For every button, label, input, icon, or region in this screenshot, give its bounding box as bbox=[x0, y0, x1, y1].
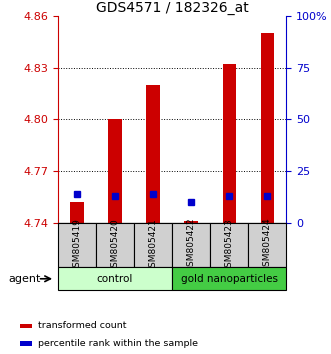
Bar bbox=[58, 223, 96, 267]
Bar bbox=[222, 64, 236, 223]
Bar bbox=[210, 223, 248, 267]
Text: transformed count: transformed count bbox=[38, 321, 126, 330]
Bar bbox=[172, 223, 210, 267]
Text: GSM805421: GSM805421 bbox=[149, 218, 158, 273]
Text: GSM805424: GSM805424 bbox=[263, 218, 272, 273]
Bar bbox=[260, 33, 274, 223]
Text: GSM805423: GSM805423 bbox=[225, 218, 234, 273]
Title: GDS4571 / 182326_at: GDS4571 / 182326_at bbox=[96, 1, 249, 15]
Bar bbox=[108, 120, 122, 223]
Text: agent: agent bbox=[9, 274, 41, 284]
Bar bbox=[70, 202, 84, 223]
Text: gold nanoparticles: gold nanoparticles bbox=[181, 274, 278, 284]
Bar bbox=[20, 341, 32, 346]
Bar bbox=[134, 223, 172, 267]
Bar bbox=[172, 267, 286, 290]
Bar bbox=[248, 223, 286, 267]
Bar bbox=[58, 267, 172, 290]
Text: GSM805419: GSM805419 bbox=[72, 218, 81, 273]
Bar bbox=[184, 221, 198, 223]
Text: GSM805422: GSM805422 bbox=[187, 218, 196, 273]
Bar bbox=[146, 85, 160, 223]
Text: percentile rank within the sample: percentile rank within the sample bbox=[38, 339, 198, 348]
Bar bbox=[96, 223, 134, 267]
Text: GSM805420: GSM805420 bbox=[111, 218, 119, 273]
Text: control: control bbox=[97, 274, 133, 284]
Bar bbox=[20, 324, 32, 328]
